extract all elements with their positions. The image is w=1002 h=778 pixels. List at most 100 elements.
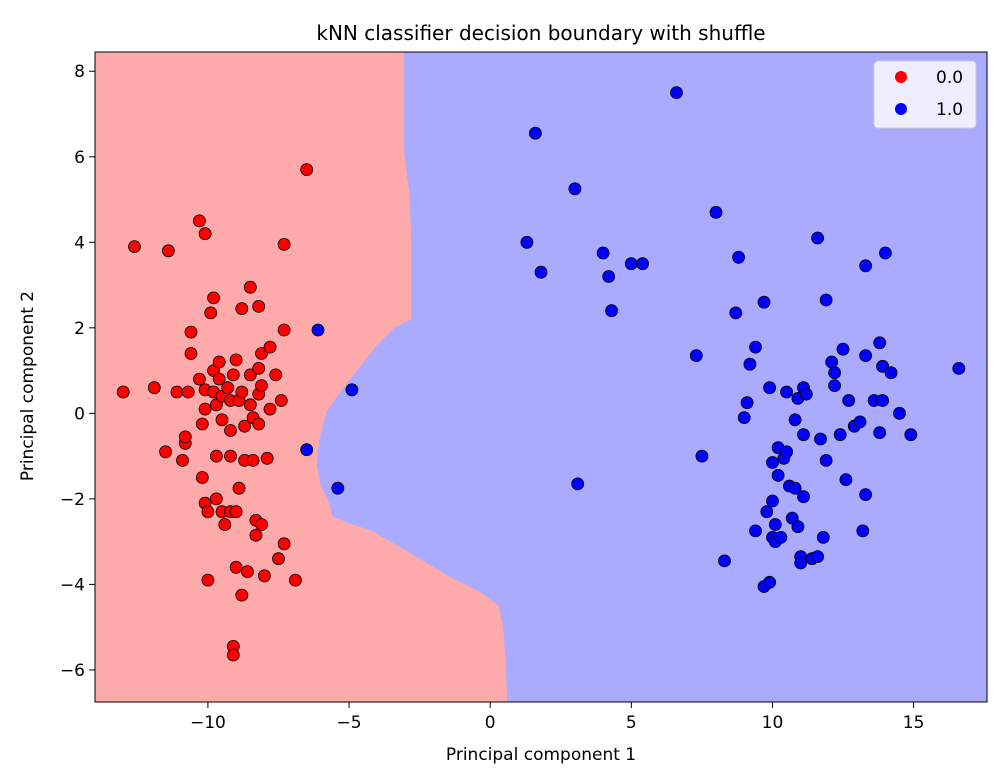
data-point-class0 <box>181 385 195 399</box>
data-point-class1 <box>952 361 966 375</box>
data-point-class0 <box>178 430 192 444</box>
data-point-class1 <box>797 428 810 442</box>
data-point-class0 <box>277 323 291 337</box>
data-point-class1 <box>602 270 616 283</box>
data-point-class0 <box>184 347 198 360</box>
data-point-class1 <box>788 481 802 495</box>
data-point-class0 <box>277 237 291 251</box>
class0-region <box>95 52 508 702</box>
data-point-class0 <box>226 648 240 662</box>
data-point-class1 <box>568 182 582 196</box>
data-point-class0 <box>229 353 243 367</box>
data-point-class0 <box>218 518 232 531</box>
data-point-class1 <box>740 396 754 410</box>
data-point-class1 <box>695 449 709 463</box>
legend-label-class0: 0.0 <box>936 68 963 88</box>
y-tick-label: 6 <box>74 148 85 168</box>
y-tick-label: 0 <box>74 404 85 424</box>
data-point-class0 <box>235 385 249 399</box>
data-point-class1 <box>534 265 548 279</box>
data-point-class1 <box>732 250 745 264</box>
data-point-class0 <box>269 368 283 382</box>
data-point-class0 <box>243 398 257 412</box>
data-points <box>116 86 966 662</box>
data-point-class0 <box>238 419 252 433</box>
x-tick-label: −10 <box>190 713 226 733</box>
legend: 0.0 1.0 <box>873 60 977 129</box>
data-point-class0 <box>263 340 277 354</box>
data-point-class0 <box>209 449 223 463</box>
data-point-class0 <box>201 573 215 587</box>
data-point-class1 <box>788 413 802 427</box>
chart-title: kNN classifier decision boundary with sh… <box>316 21 765 45</box>
y-axis: −6 −4 −2 0 2 4 6 8 <box>60 62 95 681</box>
data-point-class1 <box>749 524 762 538</box>
data-point-class1 <box>884 366 898 380</box>
data-point-class1 <box>757 295 771 309</box>
data-point-class0 <box>224 449 237 463</box>
data-point-class1 <box>760 505 774 519</box>
data-point-class1 <box>311 323 325 337</box>
x-axis-label: Principal component 1 <box>446 745 636 765</box>
data-point-class1 <box>766 456 779 469</box>
data-point-class1 <box>624 257 638 271</box>
data-point-class0 <box>240 565 254 578</box>
x-tick-label: 5 <box>626 713 637 733</box>
data-point-class1 <box>836 342 850 356</box>
data-point-class0 <box>255 347 268 360</box>
data-point-class1 <box>859 259 872 273</box>
data-point-class1 <box>819 453 833 467</box>
data-point-class0 <box>116 385 130 399</box>
data-point-class1 <box>529 126 542 140</box>
data-point-class0 <box>170 385 184 399</box>
x-tick-label: 0 <box>485 713 496 733</box>
data-point-class0 <box>192 372 206 386</box>
y-tick-label: 2 <box>74 319 85 339</box>
data-point-class1 <box>763 381 776 395</box>
data-point-class1 <box>709 205 723 219</box>
data-point-class1 <box>596 246 610 260</box>
data-point-class0 <box>195 417 209 431</box>
data-point-class1 <box>743 357 757 371</box>
plot-area <box>94 51 988 703</box>
data-point-class1 <box>571 477 585 491</box>
data-point-class1 <box>718 554 731 568</box>
data-point-class1 <box>859 349 872 363</box>
data-point-class0 <box>224 424 237 437</box>
data-point-class0 <box>263 402 277 416</box>
data-point-class0 <box>300 163 314 177</box>
data-point-class1 <box>689 349 703 363</box>
data-point-class0 <box>252 417 266 431</box>
y-tick-label: 8 <box>74 62 85 82</box>
data-point-class1 <box>794 556 808 570</box>
data-point-class0 <box>232 481 246 495</box>
data-point-class1 <box>873 336 887 350</box>
data-point-class1 <box>729 306 743 320</box>
data-point-class1 <box>904 428 918 442</box>
data-point-class1 <box>828 366 841 380</box>
data-point-class1 <box>873 426 887 440</box>
y-tick-label: 4 <box>74 233 85 253</box>
data-point-class1 <box>876 394 889 407</box>
data-point-class1 <box>879 246 892 260</box>
x-tick-label: 10 <box>762 713 784 733</box>
data-point-class0 <box>198 402 212 416</box>
data-point-class0 <box>252 361 266 375</box>
data-point-class0 <box>255 379 268 393</box>
data-point-class1 <box>605 304 618 318</box>
data-point-class1 <box>780 385 793 399</box>
data-point-class0 <box>147 381 161 395</box>
data-point-class0 <box>215 413 229 427</box>
data-point-class0 <box>226 368 240 382</box>
data-point-class1 <box>670 86 683 99</box>
data-point-class0 <box>229 505 243 519</box>
data-point-class1 <box>331 481 345 495</box>
data-point-class0 <box>221 381 235 395</box>
data-point-class0 <box>212 372 226 386</box>
data-point-class0 <box>260 451 274 465</box>
data-point-class1 <box>345 383 359 397</box>
data-point-class0 <box>184 325 198 339</box>
data-point-class1 <box>811 550 824 563</box>
data-point-class1 <box>520 235 534 249</box>
